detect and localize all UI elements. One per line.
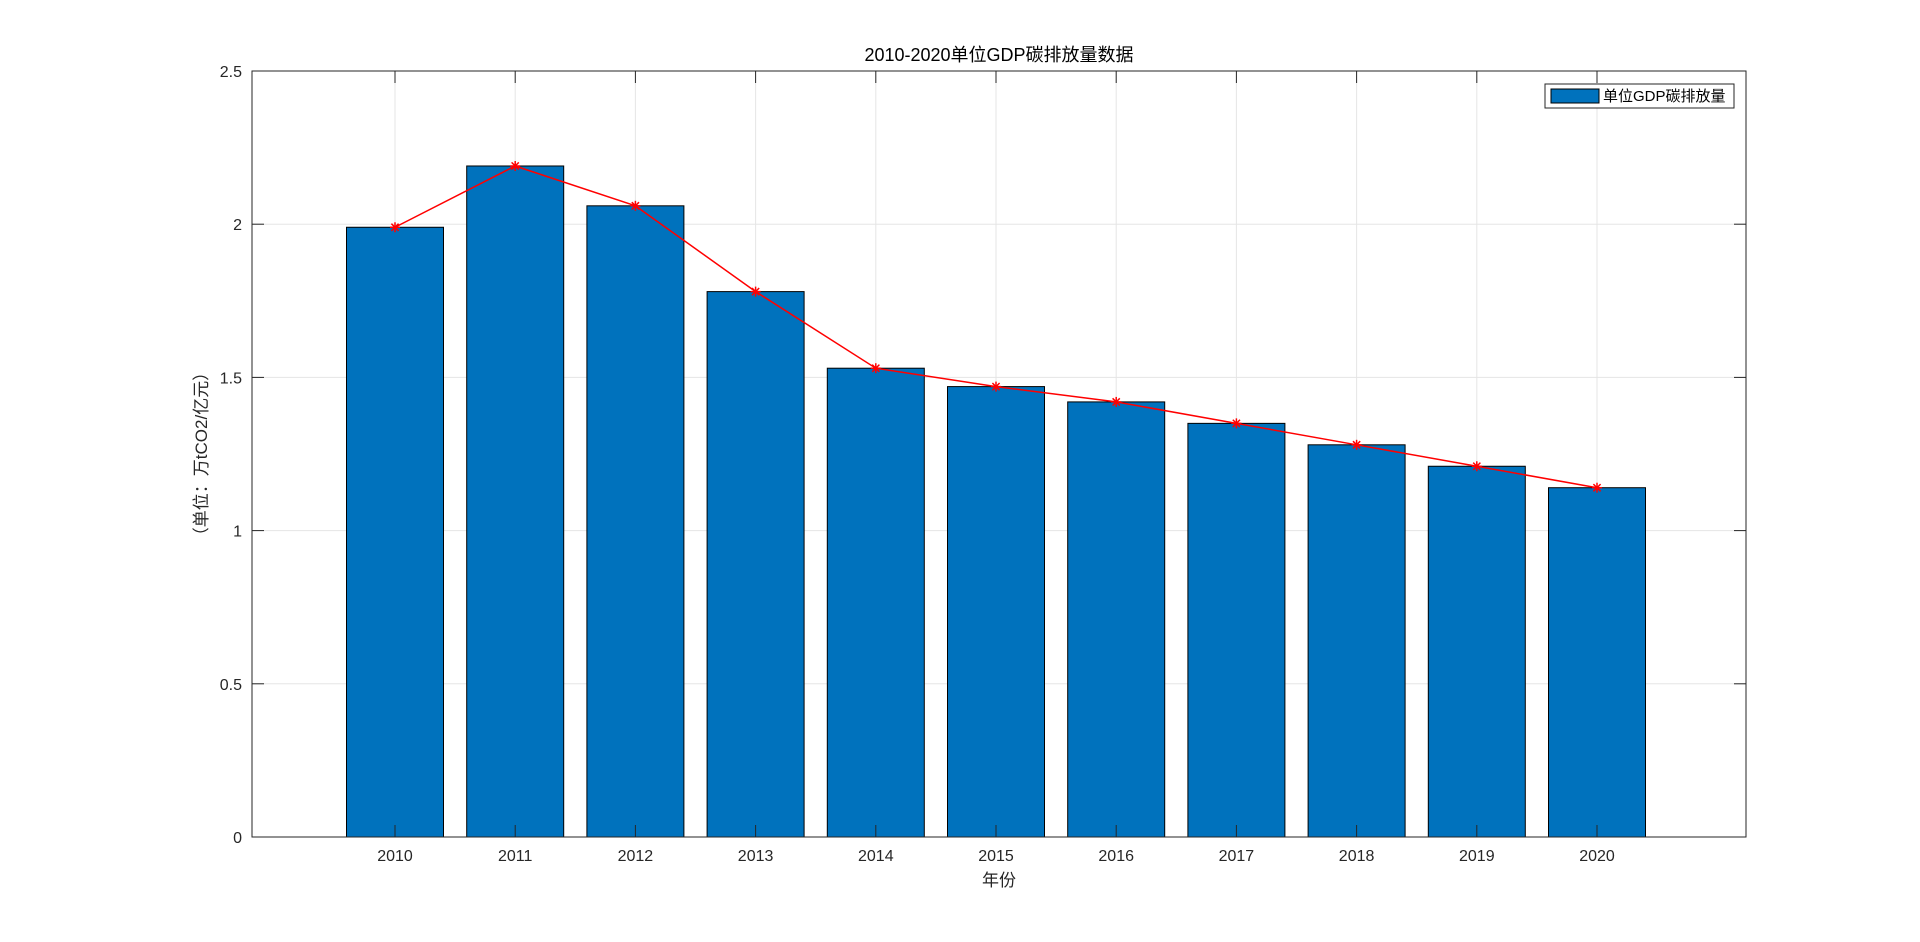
trend-marker-2012 [630,200,641,211]
y-tick-label: 2 [233,217,242,234]
legend: 单位GDP碳排放量 [1544,83,1735,109]
bar-2013 [706,291,805,838]
bar-2011 [466,165,565,838]
bars [346,165,1646,838]
legend-swatch [1550,88,1600,104]
bar-2012 [586,205,685,838]
chart-title: 2010-2020单位GDP碳排放量数据 [864,45,1133,65]
y-axis-title: （单位：万tCO2/亿元） [192,364,211,544]
y-tick-label: 1.5 [220,370,242,387]
x-tick-label: 2010 [377,848,413,865]
trend-marker-2014 [870,363,881,374]
trend-marker-2019 [1471,461,1482,472]
x-tick-label: 2012 [618,848,654,865]
x-axis-title: 年份 [982,871,1016,890]
bar-2017 [1187,422,1286,838]
bar-2015 [947,386,1045,838]
x-tick-label: 2020 [1579,848,1615,865]
x-tick-label: 2017 [1219,848,1255,865]
axes [251,70,1747,838]
trend-marker-2015 [991,381,1001,392]
x-tick-label: 2013 [738,848,774,865]
trend-marker-2017 [1231,418,1242,429]
y-tick-label: 0.5 [220,677,242,694]
x-tick-label: 2019 [1459,848,1495,865]
y-tick-label: 2.5 [220,64,242,81]
x-tick-label: 2018 [1339,848,1375,865]
trend-line-series [390,160,1602,493]
x-tick-label: 2016 [1098,848,1134,865]
y-tick-label: 0 [233,830,242,847]
bar-2020 [1548,487,1646,838]
bar-2016 [1067,401,1166,838]
trend-marker-2016 [1111,396,1122,407]
trend-marker-2018 [1351,439,1362,450]
trend-marker-2010 [390,222,400,233]
trend-marker-2020 [1592,482,1602,493]
bar-2018 [1307,444,1406,838]
x-tick-label: 2011 [498,848,533,865]
bar-2019 [1427,465,1526,838]
trend-marker-2011 [510,160,521,171]
trend-marker-2013 [750,286,761,297]
x-tick-label: 2015 [978,848,1014,865]
x-tick-label: 2014 [858,848,894,865]
legend-label: 单位GDP碳排放量 [1603,88,1726,105]
bar-2014 [826,367,925,838]
y-tick-label: 1 [233,524,242,541]
plot-area-border [251,70,1747,838]
bar-2010 [346,226,444,838]
tick-labels: 0 0.5 1 1.5 2 2.5 2010 2011 2012 2013 2014 2015 2016… [220,64,1615,865]
